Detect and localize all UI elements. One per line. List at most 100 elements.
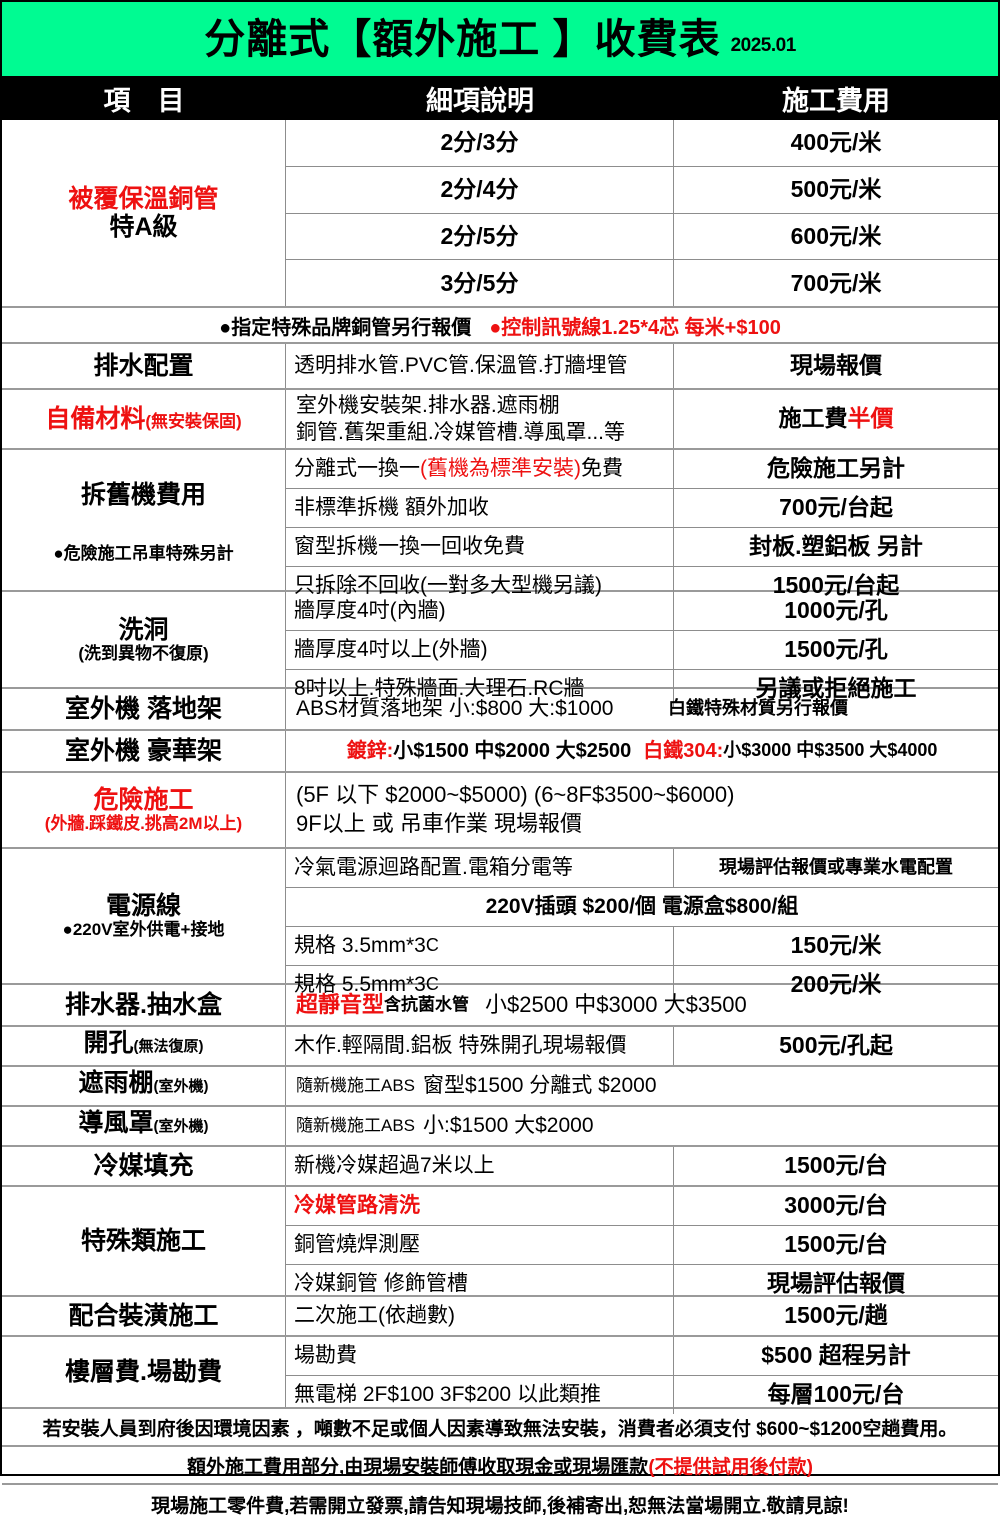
row-label-opening: 開孔 (無法復原) xyxy=(2,1027,286,1065)
fee-cell: 400元/米 xyxy=(790,129,882,156)
wind-deflector-main: 導風罩 xyxy=(78,1109,154,1137)
power-line-spec-unit: C xyxy=(425,974,439,995)
detail-cell: 二次施工(依趟數) xyxy=(286,1297,674,1335)
fee-cell: 500元/孔起 xyxy=(779,1032,893,1059)
detail-cell: 透明排水管.PVC管.保溫管.打牆埋管 xyxy=(286,344,674,388)
detail-cell: 新機冷媒超過7米以上 xyxy=(286,1147,674,1185)
power-line-plug-note: 220V插頭 $200/個 電源盒$800/組 xyxy=(485,894,799,918)
fee-cell: 施工費 半價 xyxy=(674,390,998,448)
column-header-fee: 施工費用 xyxy=(782,85,890,116)
detail-cell: 無電梯 2F$100 3F$200 以此類推 xyxy=(286,1376,674,1414)
detail-cell: 場勘費 xyxy=(286,1337,674,1375)
column-header-detail: 細項說明 xyxy=(426,85,534,116)
fee-cell: 1500元/台 xyxy=(784,1152,888,1179)
table-row: 場勘費 $500 超程另計 xyxy=(286,1337,998,1376)
ground-rack-fee: 白鐵特殊材質另行報價 xyxy=(668,698,848,719)
fee-cell: 危險施工另計 xyxy=(767,455,905,482)
rain-cover-detail-main: 窗型$1500 分離式 $2000 xyxy=(423,1074,657,1098)
table-row: 導風罩 (室外機) 隨新機施工ABS 小:$1500 大$2000 xyxy=(2,1107,998,1147)
row-label-drain-pump: 排水器.抽水盒 xyxy=(2,985,286,1025)
row-label-ground-rack: 室外機 落地架 xyxy=(2,689,286,729)
detail-cell: 規格 5.5mm*3 C xyxy=(286,966,674,1004)
deluxe-rack-stainless-label: 白鐵304: xyxy=(643,740,724,762)
detail-cell: 牆厚度4吋以上(外牆) xyxy=(286,631,674,669)
page-title: 分離式【額外施工 】收費表 xyxy=(204,15,721,62)
remove-old-d1: 分離式一換一 xyxy=(294,456,420,480)
table-row: 樓層費.場勘費 場勘費 $500 超程另計 無電梯 2F$100 3F$200 … xyxy=(2,1337,998,1414)
table-row: 規格 3.5mm*3 C 150元/米 xyxy=(286,927,998,966)
own-material-detail-line1: 室外機安裝架.排水器.遮雨棚 xyxy=(296,393,560,417)
fee-cell: 封板.塑鋁板 另計 xyxy=(749,533,923,560)
table-row: 非標準拆機 額外加收 700元/台起 xyxy=(286,489,998,528)
detail-cell: 8吋以上.特殊牆面.大理石.RC牆 xyxy=(286,670,674,708)
table-row: 冷媒管路清洗 3000元/台 xyxy=(286,1187,998,1226)
table-row: 8吋以上.特殊牆面.大理石.RC牆 另議或拒絕施工 xyxy=(286,670,998,708)
fee-cell: 1500元/趟 xyxy=(784,1302,888,1329)
footer-note-2: 額外施工費用部分,由現場安裝師傅收取現金或現場匯款 (不提供試用後付款) xyxy=(2,1447,998,1485)
fee-cell: 現場評估報價 xyxy=(767,1270,905,1297)
detail-cell: 非標準拆機 額外加收 xyxy=(286,489,674,527)
fee-cell: 另議或拒絕施工 xyxy=(755,675,917,702)
dangerous-work-detail-cell: (5F 以下 $2000~$5000) (6~8F$3500~$6000) 9F… xyxy=(286,773,998,847)
fee-cell: $500 超程另計 xyxy=(761,1342,911,1369)
table-row: 被覆保溫銅管 特A級 2分/3分 400元/米 2分/4分 500元/米 2分/… xyxy=(2,120,998,308)
table-row: 銅管燒焊測壓 1500元/台 xyxy=(286,1226,998,1265)
own-material-fee-red: 半價 xyxy=(847,405,894,432)
opening-sub: (無法復原) xyxy=(133,1038,204,1055)
table-row: 規格 5.5mm*3 C 200元/米 xyxy=(286,966,998,1004)
fee-cell: 1500元/台起 xyxy=(772,572,900,599)
detail-cell: 牆厚度4吋(內牆) xyxy=(286,592,674,630)
table-row: 2分/4分 500元/米 xyxy=(286,166,998,214)
table-row: 自備材料(無安裝保固) 室外機安裝架.排水器.遮雨棚 銅管.舊架重組.冷媒管槽.… xyxy=(2,390,998,450)
detail-cell: 冷媒管路清洗 xyxy=(286,1187,674,1225)
copper-pipe-note-strip: ●指定特殊品牌銅管另行報價 ●控制訊號線1.25*4芯 每米+$100 xyxy=(2,308,998,344)
revision-date: 2025.01 xyxy=(730,35,797,56)
table-row: 無電梯 2F$100 3F$200 以此類推 每層100元/台 xyxy=(286,1376,998,1414)
drill-hole-subrows: 牆厚度4吋(內牆) 1000元/孔 牆厚度4吋以上(外牆) 1500元/孔 8吋… xyxy=(286,592,998,708)
table-row: 3分/5分 700元/米 xyxy=(286,260,998,306)
table-row: 220V插頭 $200/個 電源盒$800/組 xyxy=(286,888,998,927)
row-label-rain-cover: 遮雨棚 (室外機) xyxy=(2,1067,286,1105)
table-body: 被覆保溫銅管 特A級 2分/3分 400元/米 2分/4分 500元/米 2分/… xyxy=(2,120,998,1523)
fee-cell: 3000元/台 xyxy=(784,1192,888,1219)
table-row: 牆厚度4吋以上(外牆) 1500元/孔 xyxy=(286,631,998,670)
row-label-drain-layout: 排水配置 xyxy=(2,344,286,388)
row-label-copper-pipe-main: 被覆保溫銅管 xyxy=(68,185,219,213)
fee-cell: 現場評估報價或專業水電配置 xyxy=(719,857,953,878)
pipe-note-red: ●控制訊號線1.25*4芯 每米+$100 xyxy=(489,316,781,339)
detail-cell: 銅管燒焊測壓 xyxy=(286,1226,674,1264)
fee-cell: 1500元/台 xyxy=(784,1231,888,1258)
table-row: 牆厚度4吋(內牆) 1000元/孔 xyxy=(286,592,998,631)
dangerous-work-sub: (外牆.踩鐵皮.挑高2M以上) xyxy=(44,814,243,834)
deluxe-rack-galvanized-label: 鍍鋅: xyxy=(346,740,394,762)
pipe-note-black: ●指定特殊品牌銅管另行報價 xyxy=(219,316,472,339)
column-header-item: 項 目 xyxy=(103,85,185,116)
power-line-spec: 規格 3.5mm*3 xyxy=(294,933,426,957)
power-line-spec-unit: C xyxy=(425,935,439,956)
footer-note-1: 若安裝人員到府後因環境因素 ，噸數不足或個人因素導致無法安裝，消費者必須支付 $… xyxy=(2,1409,998,1447)
table-row: 室外機 落地架 ABS材質落地架 小:$800 大:$1000 白鐵特殊材質另行… xyxy=(2,689,998,731)
fee-cell: 600元/米 xyxy=(790,222,882,249)
detail-cell: 冷媒銅管 修飾管槽 xyxy=(286,1265,674,1303)
row-label-copper-pipe-grade: 特A級 xyxy=(109,213,178,241)
table-row: 室外機 豪華架 鍍鋅: 小$1500 中$2000 大$2500 白鐵304: 小$… xyxy=(2,731,998,773)
power-line-note: ●220V室外供電+接地 xyxy=(62,920,225,940)
detail-cell: 木作.輕隔間.鋁板 特殊開孔現場報價 xyxy=(286,1027,674,1065)
fee-cell: 1000元/孔 xyxy=(784,597,888,624)
row-label-refrigerant-fill: 冷媒填充 xyxy=(2,1147,286,1185)
fee-cell: 700元/米 xyxy=(790,269,882,296)
remove-old-d-red: (舊機為標準安裝) xyxy=(420,456,581,480)
table-row: 只拆除不回收(一對多大型機另議) 1500元/台起 xyxy=(286,567,998,605)
row-label-own-material: 自備材料(無安裝保固) xyxy=(2,390,286,448)
table-row: 排水器.抽水盒 超靜音型 含抗菌水管 小$2500 中$3000 大$3500 xyxy=(2,985,998,1027)
table-row: 排水配置 透明排水管.PVC管.保溫管.打牆埋管 現場報價 xyxy=(2,344,998,390)
table-row: 洗洞 (洗到異物不復原) 牆厚度4吋(內牆) 1000元/孔 牆厚度4吋以上(外… xyxy=(2,592,998,708)
table-row: 窗型拆機一換一回收免費 封板.塑鋁板 另計 xyxy=(286,528,998,567)
table-row: 配合裝潢施工 二次施工(依趟數) 1500元/趟 xyxy=(2,1297,998,1337)
table-row: 特殊類施工 冷媒管路清洗 3000元/台 銅管燒焊測壓 1500元/台 冷媒銅管… xyxy=(2,1187,998,1303)
table-row: 冷媒銅管 修飾管槽 現場評估報價 xyxy=(286,1265,998,1303)
own-material-main: 自備材料 xyxy=(45,405,146,433)
table-row: 2分/5分 600元/米 xyxy=(286,213,998,261)
title-banner: 分離式【額外施工 】收費表 2025.01 xyxy=(2,2,998,76)
